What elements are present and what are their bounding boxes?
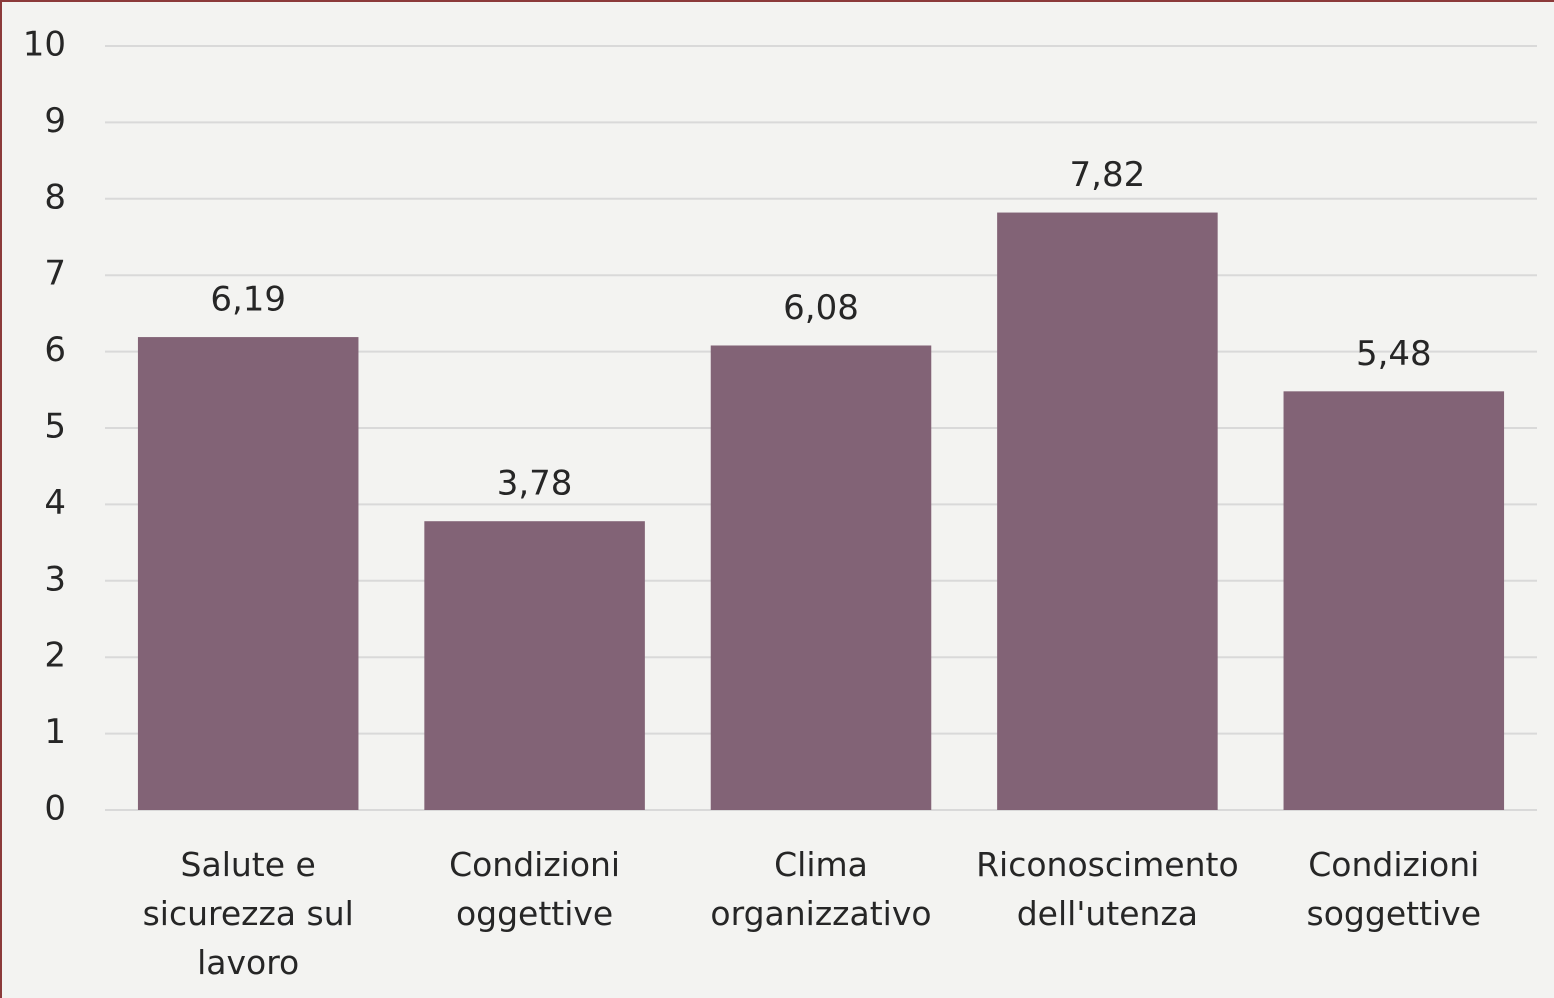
- bar: [1283, 391, 1505, 810]
- y-tick-label: 3: [44, 559, 66, 599]
- x-tick-label: Riconoscimento dell'utenza: [976, 845, 1239, 933]
- y-tick-label: 7: [44, 254, 66, 294]
- y-tick-label: 0: [44, 789, 66, 829]
- x-tick-label: Salute e sicurezza sul lavoro: [142, 845, 354, 982]
- y-tick-label: 6: [44, 330, 66, 370]
- y-tick-label: 10: [23, 25, 66, 65]
- x-tick-label: Condizioni oggettive: [449, 845, 621, 933]
- bar: [710, 345, 932, 810]
- data-label: 6,08: [783, 288, 859, 328]
- bar: [137, 337, 359, 810]
- data-label: 3,78: [497, 464, 573, 504]
- x-tick-label: Condizioni soggettive: [1306, 845, 1482, 933]
- y-tick-label: 2: [44, 636, 66, 676]
- y-tick-label: 4: [44, 483, 66, 523]
- y-tick-label: 5: [44, 407, 66, 447]
- data-label: 5,48: [1356, 334, 1432, 374]
- data-label: 6,19: [210, 280, 286, 320]
- bar: [424, 521, 645, 810]
- x-tick-label: Clima organizzativo: [710, 845, 932, 933]
- bar: [997, 212, 1218, 810]
- y-tick-label: 8: [44, 177, 66, 217]
- y-tick-label: 1: [44, 712, 66, 752]
- data-label: 7,82: [1070, 155, 1146, 195]
- y-tick-label: 9: [44, 101, 66, 141]
